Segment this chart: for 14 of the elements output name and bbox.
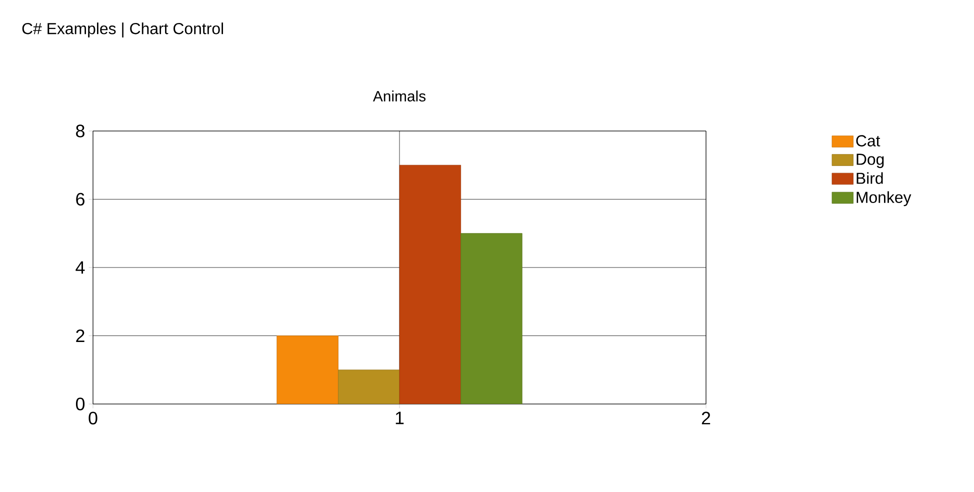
y-tick-label: 4 xyxy=(76,261,85,274)
y-tick-label: 8 xyxy=(76,124,84,138)
y-tick-label: 0 xyxy=(76,398,85,410)
legend-label: Dog xyxy=(856,154,884,168)
y-tick-label: 2 xyxy=(76,329,84,342)
legend-label: Cat xyxy=(856,135,880,146)
text: C# Examples | Chart Control xyxy=(22,22,223,38)
x-tick-label: 2 xyxy=(702,412,710,424)
x-tick-label: 0 xyxy=(88,412,98,424)
y-tick-label: 6 xyxy=(76,192,84,206)
legend-label: Bird xyxy=(856,172,883,184)
x-tick-label: 1 xyxy=(396,412,404,424)
legend-label: Monkey xyxy=(856,191,912,206)
chart-title: Animals xyxy=(372,90,426,102)
